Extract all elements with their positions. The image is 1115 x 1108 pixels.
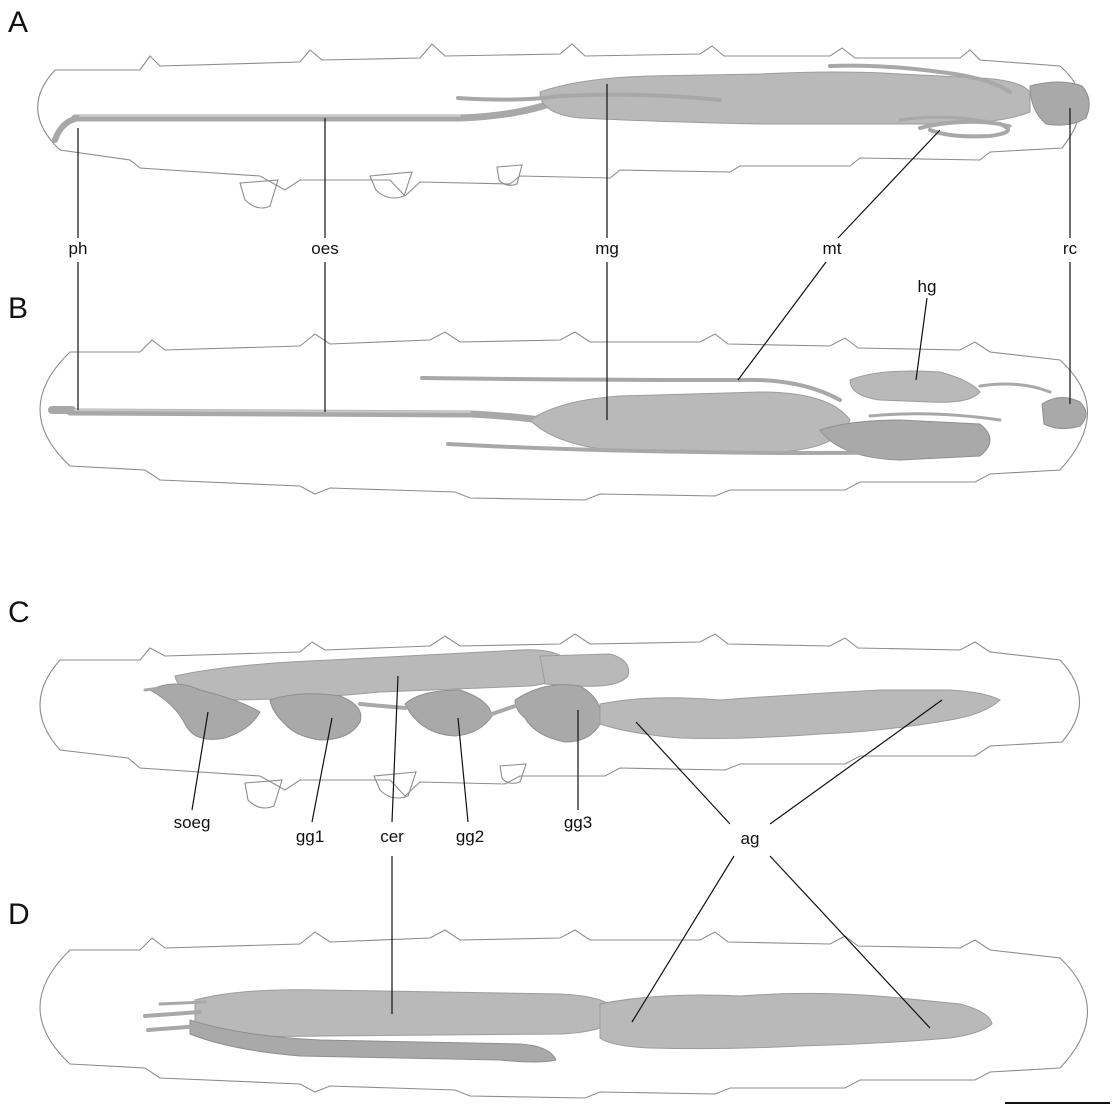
body-outline-b <box>39 331 1089 501</box>
label-hg: hg <box>918 277 937 296</box>
leader-gg1 <box>311 717 333 823</box>
ganglion-gg1-c <box>269 693 362 741</box>
panel-d: D <box>8 898 1089 1099</box>
malpighian-a1 <box>456 92 722 102</box>
leader-mt <box>837 129 941 239</box>
label-oes: oes <box>311 239 338 258</box>
malpighian-b2 <box>446 442 902 455</box>
leader-cer <box>391 675 399 823</box>
hindgut-loop-b <box>849 370 981 403</box>
oesophagus-b <box>66 408 544 424</box>
label-gg1: gg1 <box>296 827 324 846</box>
malpighian-a2 <box>828 63 1012 94</box>
leaders-c <box>191 675 943 825</box>
leader-ag-2 <box>769 699 943 825</box>
label-gg2: gg2 <box>456 827 484 846</box>
label-soeg: soeg <box>174 813 211 832</box>
leg-c2 <box>373 771 417 799</box>
malpighian-b3 <box>978 382 1052 394</box>
abdominal-ganglia-c <box>599 689 1001 739</box>
leader-gg2 <box>457 717 469 823</box>
panel-letter-b: B <box>8 292 28 325</box>
label-ag: ag <box>741 829 760 848</box>
rectum-b <box>1041 397 1087 430</box>
body-outline-c <box>39 633 1080 797</box>
panel-letter-a: A <box>8 6 28 39</box>
label-mt: mt <box>823 239 842 258</box>
leader-hg <box>915 297 928 381</box>
midgut-b <box>529 391 851 453</box>
ganglion-gg2-c <box>404 689 493 737</box>
leg-a1 <box>239 179 279 209</box>
leader-ag-4 <box>769 855 931 1029</box>
malpighian-a3 <box>918 119 1010 139</box>
label-rc: rc <box>1063 239 1078 258</box>
panel-c: C <box>8 596 1080 809</box>
cerebrum-c-right <box>539 653 630 687</box>
body-outline-d <box>39 929 1089 1099</box>
body-outline-a <box>37 43 1081 197</box>
leg-c3 <box>499 763 527 784</box>
panel-a: A <box>8 6 1090 209</box>
cerebrum-c <box>174 649 571 701</box>
ganglion-gg3-c <box>514 684 602 743</box>
label-gg3: gg3 <box>564 813 592 832</box>
label-mg: mg <box>595 239 619 258</box>
panel-letter-d: D <box>8 898 30 931</box>
ganglia-d-lower <box>189 1019 557 1063</box>
label-ph: ph <box>69 239 88 258</box>
leader-ag-1 <box>635 721 731 825</box>
panel-b: B <box>8 292 1089 501</box>
malpighian-b1 <box>420 376 842 402</box>
leaders-ab <box>77 84 1071 420</box>
leg-c1 <box>244 779 283 809</box>
leg-a2 <box>369 171 413 199</box>
rectum-a <box>1029 81 1090 126</box>
midgut-a <box>539 71 1031 125</box>
leader-ag-3 <box>631 855 735 1023</box>
abdominal-ganglia-d <box>599 992 993 1050</box>
subesophageal-ganglion-c <box>148 683 261 740</box>
leader-soeg <box>191 711 209 811</box>
panel-letter-c: C <box>8 596 30 629</box>
leaders-d <box>391 855 931 1029</box>
cerebrum-d <box>194 989 621 1037</box>
label-cer: cer <box>380 827 404 846</box>
leg-a3 <box>496 164 523 186</box>
